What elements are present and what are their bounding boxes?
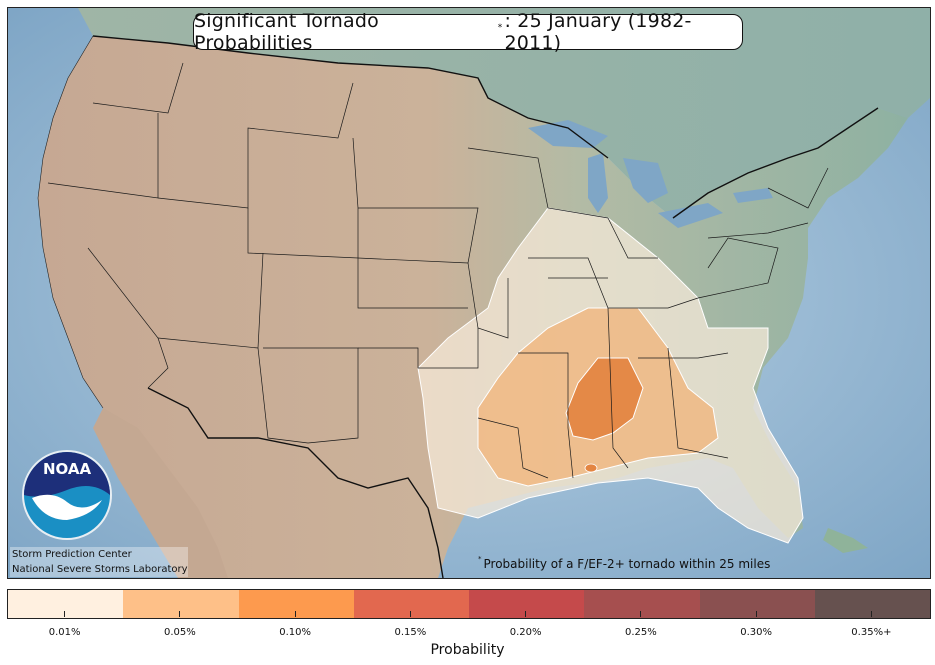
map-panel [7,7,931,579]
map-svg [8,8,930,578]
colorbar [7,589,931,619]
title-prefix: Significant Tornado Probabilities [194,10,379,54]
tick-label: 0.10% [279,627,312,638]
colorbar-swatch [814,590,930,618]
map-title: Significant Tornado Probabilities * : 25… [193,10,743,54]
colorbar-tick: 0.25% [601,611,681,638]
colorbar-tick: 0.15% [370,611,450,638]
credit-line-1: Storm Prediction Center [12,549,132,560]
colorbar-tick: 0.35%+ [831,611,911,638]
colorbar-swatch [469,590,585,618]
tick-mark [294,611,296,617]
tick-label: 0.20% [509,627,542,638]
lake-michigan [588,153,608,213]
caribbean-island [823,528,868,553]
colorbar-swatch [353,590,469,618]
tick-label: 0.25% [624,627,657,638]
colorbar-swatch [8,590,124,618]
colorbar-swatch [584,590,700,618]
footnote: * Probability of a F/EF-2+ tornado within… [478,555,771,571]
footnote-marker: * [478,555,482,563]
tick-mark [409,611,411,617]
title-marker: * [497,23,503,33]
contour-0-10 [565,357,644,441]
colorbar-tick: 0.10% [255,611,335,638]
credits-panel: Storm Prediction Center National Severe … [10,547,188,577]
noaa-logo-icon: NOAA [22,450,112,540]
tick-label: 0.30% [740,627,773,638]
colorbar-swatch [123,590,239,618]
contour-0-10-small [584,463,598,473]
tick-mark [640,611,642,617]
colorbar-swatch [699,590,815,618]
tick-mark [870,611,872,617]
west-coastline [37,35,104,409]
baja-landmass [93,408,228,578]
tick-mark [179,611,181,617]
lake-erie [658,203,723,228]
colorbar-swatch [238,590,354,618]
state-borders [47,62,829,479]
colorbar-tick: 0.30% [716,611,796,638]
canada-landmass [78,8,930,218]
colorbar-tick: 0.20% [486,611,566,638]
title-suffix: : 25 January (1982-2011) [504,10,692,54]
logo-text: NOAA [43,460,92,478]
tick-mark [64,611,66,617]
lake-ontario [733,188,773,203]
lake-superior [528,120,608,148]
tick-label: 0.15% [394,627,427,638]
footnote-text: Probability of a F/EF-2+ tornado within … [483,557,771,571]
tick-mark [755,611,757,617]
colorbar-ticks: 0.01% 0.05% 0.10% 0.15% 0.20% 0.25% 0.30% 0.35%… [7,611,929,647]
tick-mark [525,611,527,617]
colorbar-title: Probability [430,642,505,658]
colorbar-tick: 0.01% [25,611,105,638]
colorbar-tick: 0.05% [140,611,220,638]
tick-label: 0.35%+ [851,627,892,638]
lake-huron [623,158,668,203]
tick-label: 0.05% [163,627,196,638]
tick-label: 0.01% [48,627,81,638]
credit-line-2: National Severe Storms Laboratory [12,564,188,575]
